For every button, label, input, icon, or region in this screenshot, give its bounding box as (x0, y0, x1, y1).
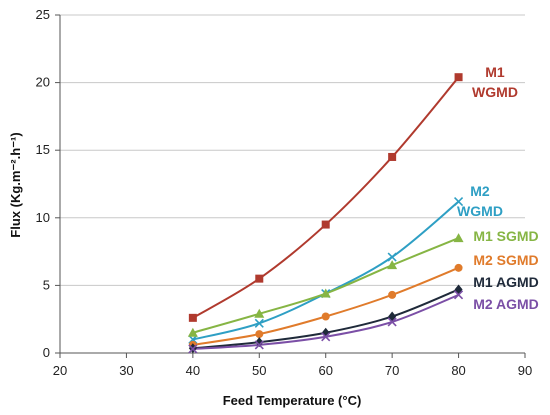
marker-stroke (254, 318, 264, 328)
data-point (454, 263, 463, 272)
series-label: M1 SGMD (473, 228, 538, 244)
x-tick-label: 20 (53, 363, 67, 378)
data-point (254, 318, 264, 328)
data-point (320, 288, 331, 298)
y-tick-label: 0 (43, 345, 50, 360)
data-point (255, 274, 264, 283)
series-label: WGMD (457, 203, 503, 219)
data-point (255, 330, 264, 339)
series-label: M2 (470, 183, 490, 199)
data-point (388, 152, 397, 161)
data-point (454, 197, 464, 207)
data-point (188, 313, 197, 322)
data-point (255, 337, 264, 348)
y-tick-label: 20 (36, 75, 50, 90)
data-point (254, 340, 264, 350)
marker-stroke (387, 252, 397, 262)
x-tick-label: 70 (385, 363, 399, 378)
data-point (387, 252, 397, 262)
x-tick-label: 40 (186, 363, 200, 378)
marker-stroke (254, 340, 264, 350)
data-point (321, 312, 330, 321)
data-point (387, 317, 397, 327)
y-tick-label: 25 (36, 7, 50, 22)
x-axis-title: Feed Temperature (°C) (223, 393, 362, 408)
data-point (321, 220, 330, 229)
x-tick-label: 90 (518, 363, 532, 378)
y-tick-label: 10 (36, 210, 50, 225)
series-line-0 (192, 76, 460, 319)
y-tick-labels: 0 5 10 15 20 25 (36, 7, 50, 360)
data-point (453, 233, 464, 243)
series-lines (192, 76, 460, 350)
series-label: M1 AGMD (473, 274, 539, 290)
series-label: M2 AGMD (473, 296, 539, 312)
y-tick-label: 15 (36, 142, 50, 157)
data-point (254, 308, 265, 318)
data-point (387, 260, 398, 270)
series-label: WGMD (472, 84, 518, 100)
marker-stroke (454, 290, 464, 300)
marker-stroke (321, 332, 331, 342)
data-point (187, 327, 198, 337)
x-tick-label: 30 (119, 363, 133, 378)
data-point (188, 344, 198, 354)
series-labels: M1 WGMD M2 WGMD M1 SGMD M2 SGMD M1 AGMD M2 AGMD (457, 64, 539, 312)
data-point (321, 332, 331, 342)
marker-stroke (454, 197, 464, 207)
x-tick-labels: 20 30 40 50 60 70 80 90 (53, 363, 532, 378)
y-tick-label: 5 (43, 277, 50, 292)
axes (55, 14, 526, 358)
series-label: M1 (485, 64, 505, 80)
marker-stroke (188, 344, 198, 354)
series-markers (187, 73, 464, 354)
x-tick-label: 50 (252, 363, 266, 378)
y-axis-title: Flux (Kg.m⁻².h⁻¹) (8, 132, 23, 237)
data-point (454, 290, 464, 300)
marker-stroke (387, 317, 397, 327)
data-point (454, 73, 463, 82)
x-tick-label: 80 (451, 363, 465, 378)
data-point (388, 290, 397, 299)
x-tick-label: 60 (318, 363, 332, 378)
series-label: M2 SGMD (473, 252, 538, 268)
gridlines (60, 14, 525, 286)
